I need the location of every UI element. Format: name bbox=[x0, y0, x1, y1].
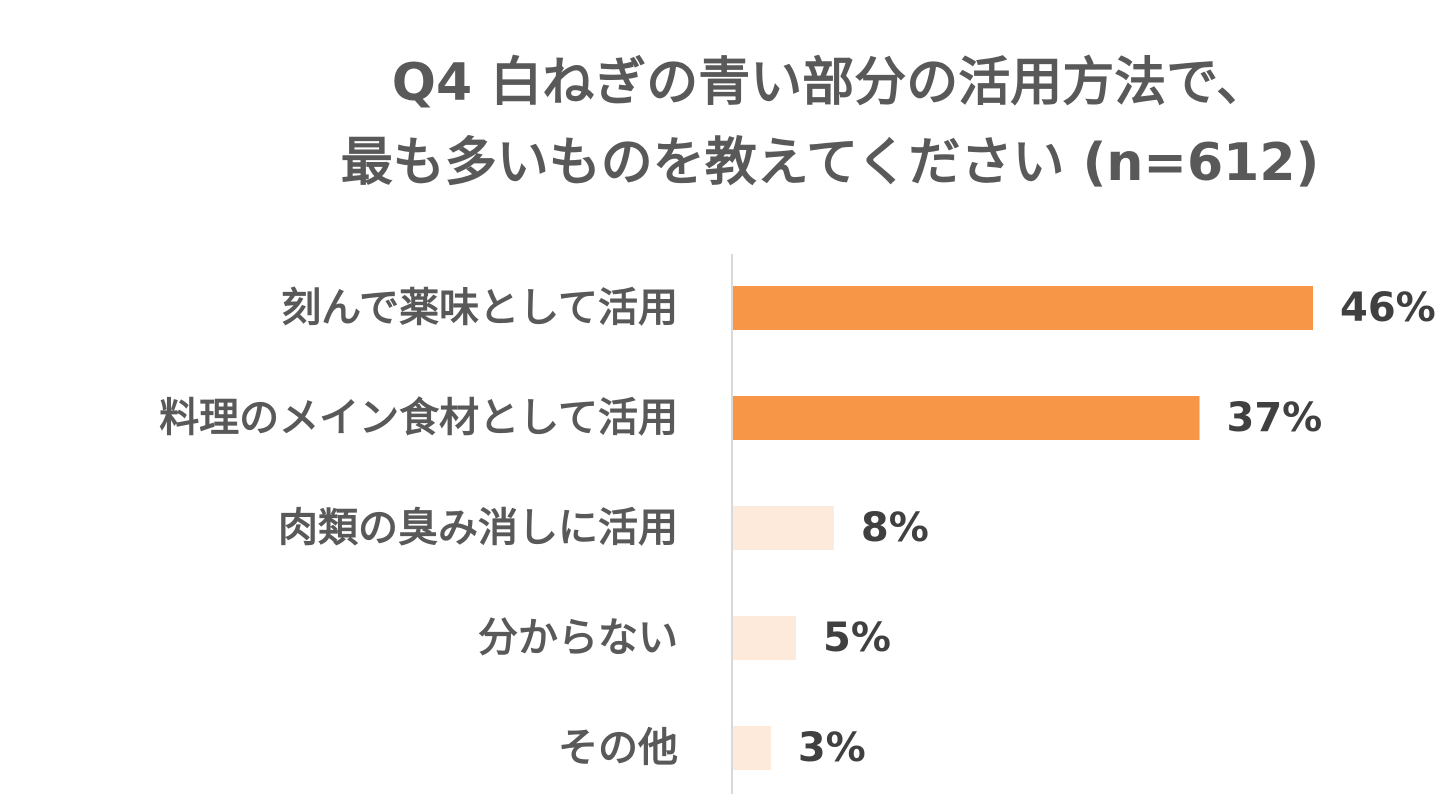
category-label: 料理のメイン食材として活用 bbox=[159, 395, 678, 441]
category-label: 分からない bbox=[478, 615, 678, 661]
bar bbox=[733, 726, 771, 770]
value-label: 37% bbox=[1227, 395, 1323, 441]
category-label: 肉類の臭み消しに活用 bbox=[278, 505, 678, 551]
category-label: その他 bbox=[558, 725, 678, 771]
bar bbox=[733, 396, 1200, 440]
value-label: 46% bbox=[1340, 285, 1436, 331]
value-label: 3% bbox=[798, 725, 866, 771]
chart-subtitle: 最も多いものを教えてください (n=612) bbox=[340, 133, 1320, 193]
value-label: 8% bbox=[861, 505, 929, 551]
bar bbox=[733, 506, 834, 550]
bar bbox=[733, 286, 1313, 330]
bar bbox=[733, 616, 797, 660]
value-label: 5% bbox=[823, 615, 891, 661]
category-label: 刻んで薬味として活用 bbox=[281, 285, 678, 331]
chart-title: Q4 白ねぎの青い部分の活用方法で、 bbox=[391, 53, 1269, 113]
